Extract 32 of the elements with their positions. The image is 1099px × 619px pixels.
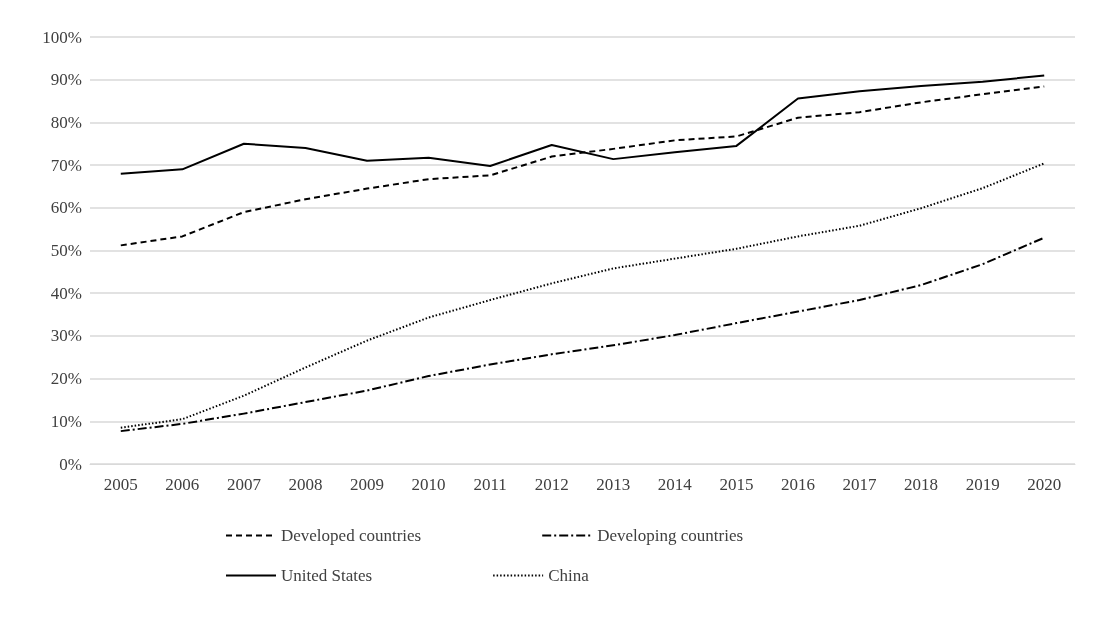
x-tick-label: 2009 [350,475,385,494]
x-tick-label: 2012 [534,475,569,494]
y-tick-label: 100% [42,27,82,47]
x-tick-label: 2018 [904,475,939,494]
legend-label: Developed countries [281,526,422,545]
x-tick-label: 2011 [473,475,507,494]
x-tick-label: 2010 [411,475,446,494]
legend-label: China [548,566,590,585]
legend-label: United States [281,566,373,585]
x-tick-label: 2016 [780,475,815,494]
y-tick-label: 90% [50,70,82,90]
y-tick-label: 50% [50,241,82,260]
x-tick-label: 2014 [657,475,693,494]
legend-label: Developing countries [597,526,744,545]
y-tick-label: 70% [50,155,82,175]
x-tick-label: 2015 [719,475,754,494]
x-tick-label: 2019 [965,475,1000,494]
x-tick-label: 2020 [1027,475,1062,494]
x-tick-label: 2008 [288,475,323,494]
y-tick-label: 0% [59,454,82,474]
y-tick-label: 10% [50,411,82,431]
y-tick-label: 80% [50,112,82,132]
x-tick-label: 2013 [596,475,631,494]
line-series [119,162,1046,429]
y-tick-label: 60% [50,198,82,218]
x-tick-label: 2005 [103,475,138,494]
y-tick-label: 40% [50,283,82,303]
x-tick-label: 2006 [165,475,200,494]
x-tick-label: 2007 [226,475,262,494]
y-tick-label: 30% [50,326,82,346]
x-tick-label: 2017 [842,475,878,494]
y-tick-label: 20% [50,369,82,389]
